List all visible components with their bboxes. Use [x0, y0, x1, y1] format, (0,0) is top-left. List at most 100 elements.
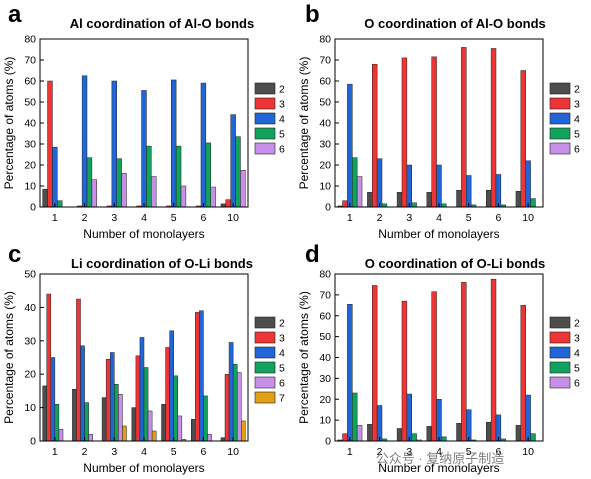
bar-series-5-1	[54, 404, 60, 442]
y-tick-label: 50	[24, 269, 36, 281]
legend-swatch-3	[254, 97, 276, 110]
bar-series-5-2	[86, 157, 93, 208]
x-tick-label: 6	[496, 212, 502, 224]
bar-series-6-10	[236, 372, 242, 442]
bar-series-3-5	[461, 47, 467, 208]
x-tick-label: 1	[52, 212, 58, 224]
x-tick-label: 5	[466, 446, 472, 458]
x-tick-label: 6	[496, 446, 502, 458]
bar-series-5-3	[116, 158, 122, 208]
x-tick-label: 10	[227, 446, 239, 458]
legend-label-5: 5	[279, 363, 285, 375]
x-tick-label: 2	[82, 446, 88, 458]
bar-series-7-10	[241, 420, 246, 442]
x-tick-label: 6	[201, 212, 207, 224]
legend-swatch-6	[254, 142, 276, 155]
x-axis-label: Number of monolayers	[83, 461, 204, 475]
x-tick-label: 5	[171, 446, 177, 458]
y-tick-label: 40	[24, 118, 36, 130]
bar-series-3-10	[520, 70, 526, 208]
bar-series-3-6	[195, 312, 200, 442]
legend-label-2: 2	[574, 84, 580, 96]
x-tick-label: 4	[436, 446, 442, 458]
bar-series-2-6	[486, 421, 492, 442]
x-axis-label: Number of monolayers	[378, 227, 499, 241]
y-tick-label: 50	[319, 97, 331, 109]
bar-series-3-4	[135, 355, 141, 442]
x-tick-label: 5	[466, 212, 472, 224]
x-tick-label: 1	[347, 212, 353, 224]
bar-series-6-4	[151, 176, 157, 208]
bar-series-4-4	[139, 337, 145, 442]
legend-swatch-3	[254, 331, 276, 344]
legend-label-4: 4	[279, 348, 285, 360]
legend-label-3: 3	[279, 333, 285, 345]
y-tick-label: 10	[24, 402, 36, 414]
bar-series-2-3	[101, 397, 107, 442]
x-tick-label: 1	[52, 446, 58, 458]
legend-swatch-4	[254, 112, 276, 125]
bar-series-6-1	[58, 429, 64, 442]
legend-swatch-4	[549, 346, 571, 359]
bar-series-6-4	[147, 410, 153, 442]
bar-series-2-5	[161, 404, 166, 442]
bar-series-2-2	[367, 424, 373, 442]
bar-series-4-10	[228, 342, 234, 442]
x-tick-label: 3	[111, 446, 117, 458]
y-tick-label: 10	[319, 415, 331, 427]
bar-series-4-3	[109, 352, 115, 442]
legend-swatch-5	[549, 361, 571, 374]
bar-series-5-10	[232, 363, 238, 442]
bar-series-4-5	[466, 175, 472, 208]
x-tick-label: 4	[436, 212, 442, 224]
x-tick-label: 3	[111, 212, 117, 224]
chart-title: O coordination of Al-O bonds	[364, 16, 546, 31]
y-tick-label: 20	[319, 394, 331, 406]
chart-title: Li coordination of O-Li bonds	[71, 256, 253, 271]
bar-series-6-3	[118, 393, 123, 442]
panel-letter: c	[8, 241, 21, 268]
bar-series-4-5	[171, 79, 177, 208]
legend-label-5: 5	[279, 129, 285, 141]
bar-series-4-1	[50, 357, 56, 442]
legend-swatch-6	[254, 376, 276, 389]
legend: 2 3 4 5 6	[254, 82, 285, 156]
y-axis-label: Percentage of atoms (%)	[297, 291, 311, 424]
y-tick-label: 40	[319, 118, 331, 130]
legend-swatch-2	[549, 316, 571, 329]
bar-series-4-10	[525, 394, 531, 442]
legend-swatch-5	[549, 127, 571, 140]
legend-label-3: 3	[574, 99, 580, 111]
bar-series-4-1	[52, 146, 58, 208]
bar-series-3-6	[490, 48, 497, 208]
legend-label-6: 6	[574, 378, 580, 390]
bar-series-3-10	[224, 373, 230, 442]
bar-series-6-3	[121, 173, 127, 208]
x-tick-label: 2	[377, 212, 383, 224]
bar-series-3-6	[490, 278, 497, 442]
bar-series-6-1	[356, 176, 363, 208]
bar-series-4-2	[376, 405, 383, 442]
bar-series-6-6	[210, 186, 216, 208]
bar-series-3-4	[431, 56, 437, 208]
bar-series-5-4	[146, 145, 152, 208]
y-tick-label: 80	[319, 34, 331, 46]
watermark-text: 公众号 · 复纳原子制造	[376, 451, 505, 466]
bar-series-5-1	[352, 392, 358, 442]
bar-series-5-1	[57, 200, 63, 208]
bar-series-3-3	[401, 57, 408, 208]
bar-series-3-3	[401, 300, 408, 442]
legend-label-6: 6	[279, 144, 285, 156]
bar-series-2-5	[456, 423, 462, 442]
legend-swatch-2	[254, 82, 276, 95]
bar-series-4-4	[436, 164, 442, 208]
bar-series-4-6	[495, 174, 502, 208]
x-tick-label: 5	[171, 212, 177, 224]
bar-series-7-3	[122, 425, 127, 442]
bar-series-3-1	[46, 293, 52, 442]
bar-series-4-6	[200, 82, 207, 208]
y-tick-label: 60	[319, 310, 331, 322]
x-tick-label: 4	[141, 446, 147, 458]
y-tick-label: 70	[319, 55, 331, 67]
bar-series-4-2	[80, 345, 85, 442]
